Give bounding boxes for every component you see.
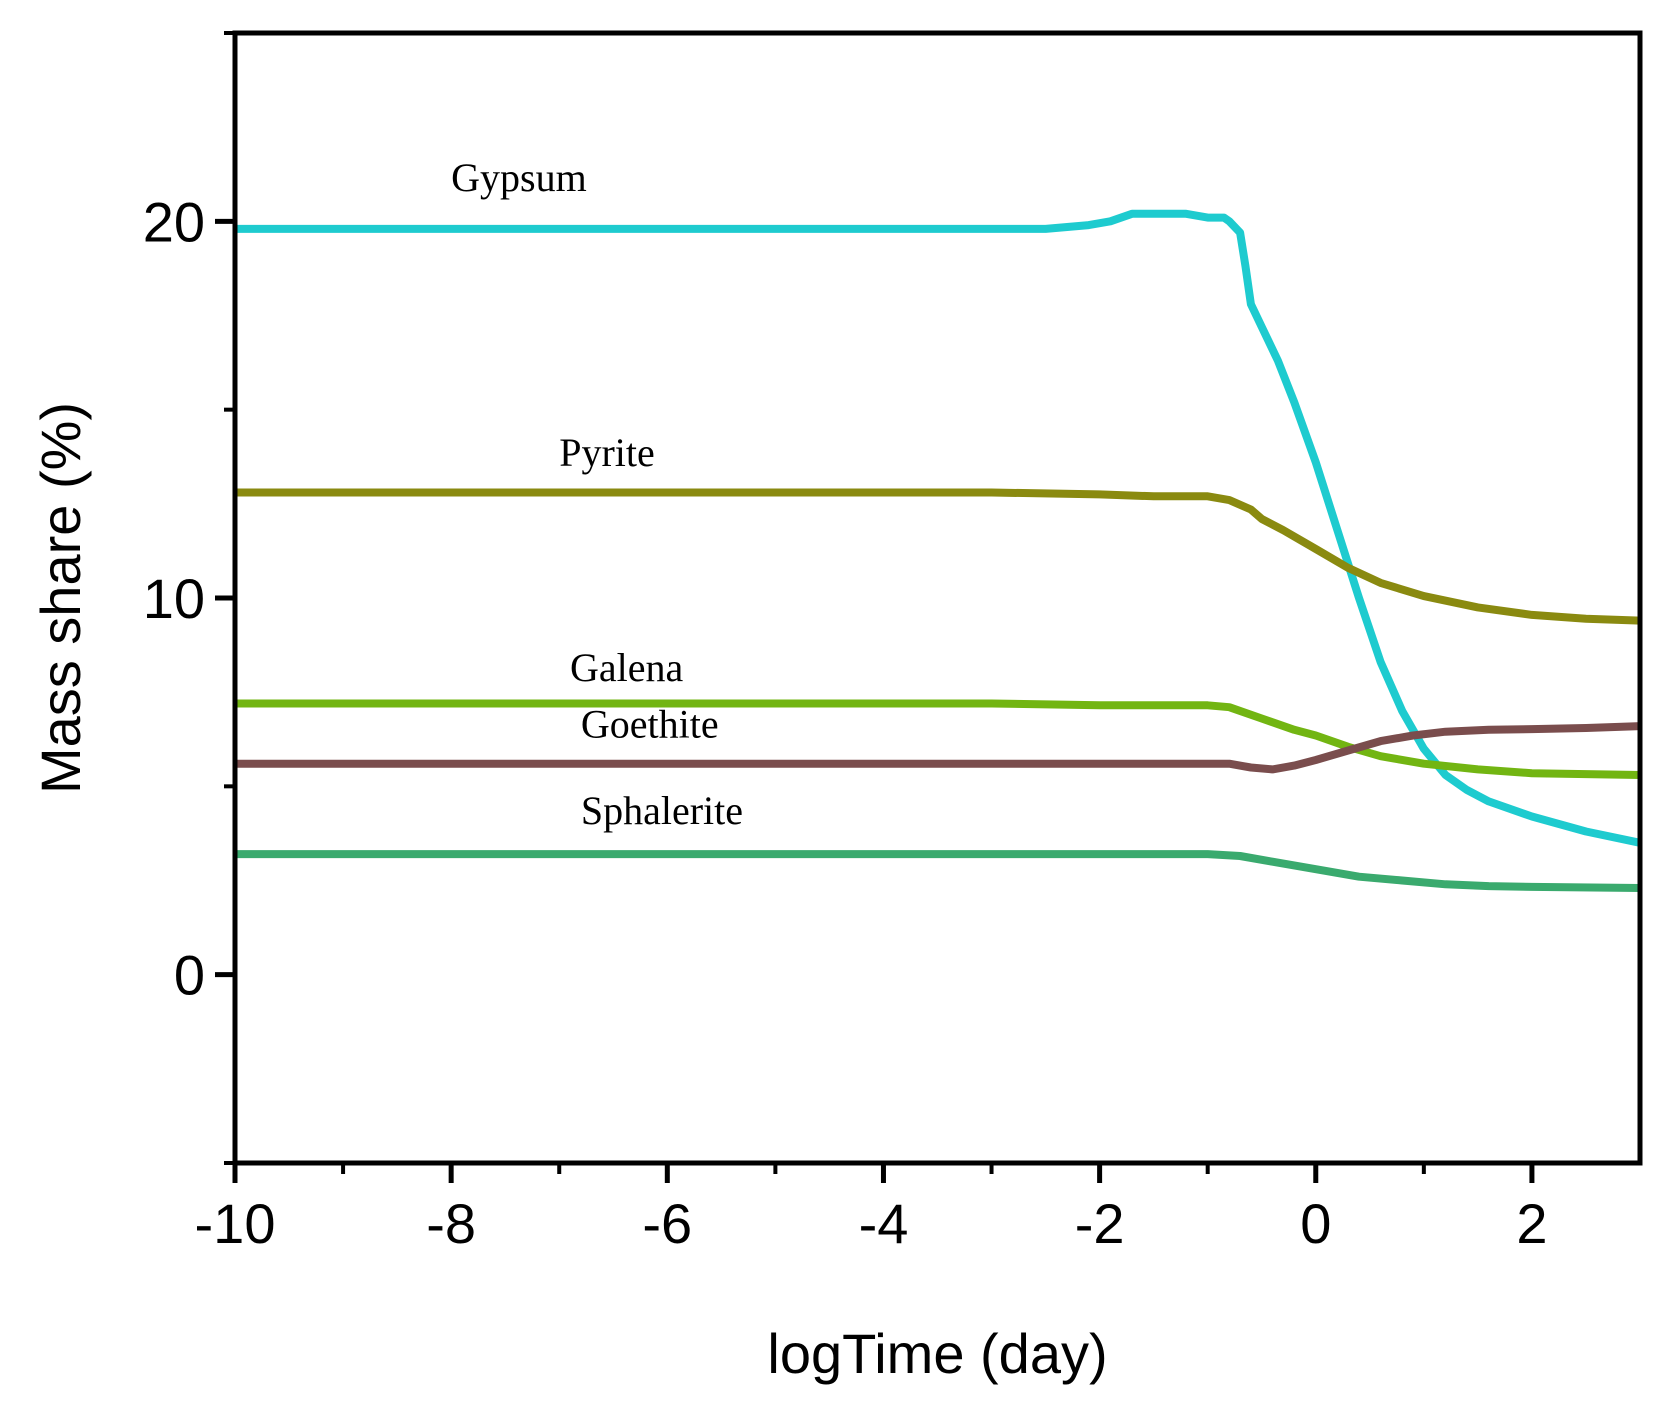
y-tick-label: 0 — [174, 944, 205, 1007]
x-tick-label: -8 — [426, 1192, 476, 1255]
y-axis-title: Mass share (%) — [29, 402, 92, 794]
x-axis-title: logTime (day) — [767, 1322, 1107, 1385]
series-line-pyrite — [235, 488, 1641, 625]
x-tick-label: 0 — [1300, 1192, 1331, 1255]
x-tick-label: -2 — [1075, 1192, 1125, 1255]
series-label-sphalerite: Sphalerite — [581, 788, 743, 833]
series-label-gypsum: Gypsum — [451, 155, 587, 200]
labels-layer: Gypsum Pyrite Galena Goethite Sphalerite — [451, 155, 743, 833]
series-line-sphalerite — [235, 850, 1641, 892]
x-tick-label: 2 — [1516, 1192, 1547, 1255]
series-label-galena: Galena — [570, 645, 684, 690]
y-tick-label: 10 — [143, 567, 205, 630]
series-label-pyrite: Pyrite — [559, 430, 655, 475]
x-tick-label: -6 — [642, 1192, 692, 1255]
y-tick-label: 20 — [143, 190, 205, 253]
x-tick-label: -4 — [859, 1192, 909, 1255]
x-tick-label: -10 — [195, 1192, 276, 1255]
series-line-gypsum — [235, 209, 1641, 847]
series-layer — [235, 209, 1641, 892]
series-line-galena — [235, 699, 1641, 779]
series-label-goethite: Goethite — [581, 701, 719, 746]
series-line-goethite — [235, 722, 1641, 774]
